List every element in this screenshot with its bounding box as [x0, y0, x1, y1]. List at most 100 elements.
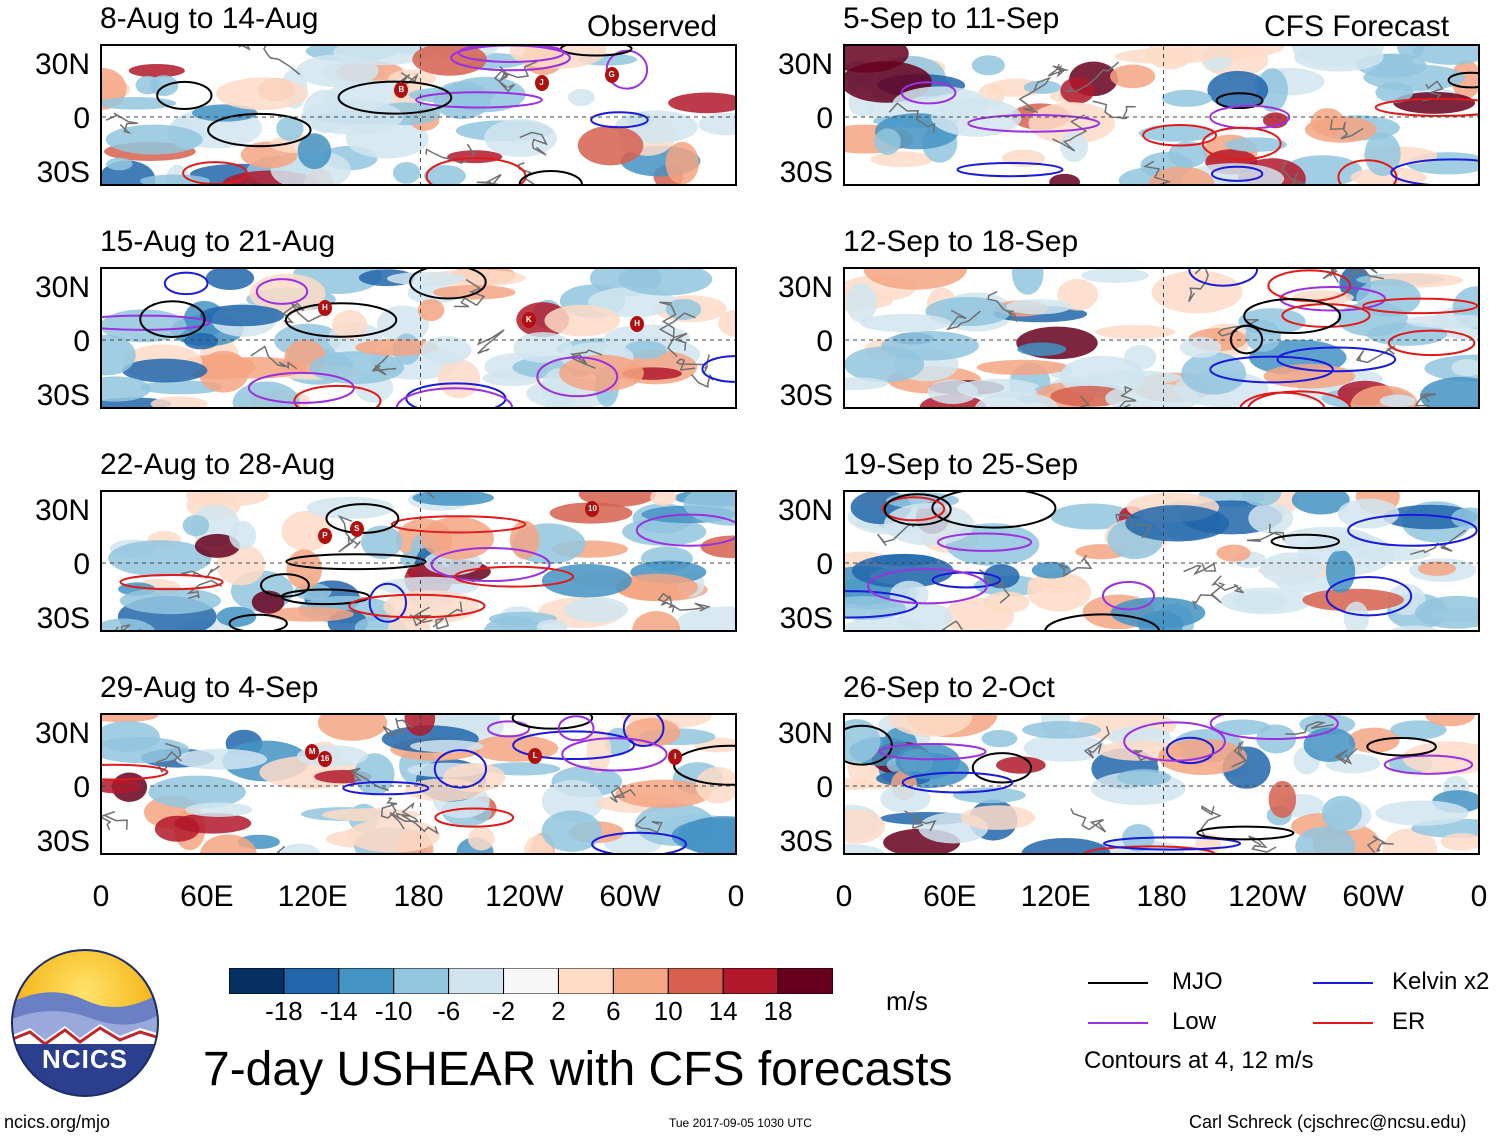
coastline	[1047, 63, 1068, 78]
panel-title: 12-Sep to 18-Sep	[843, 225, 1079, 258]
shear-anomaly-blob	[1364, 132, 1401, 177]
storm-marker: 16	[317, 750, 332, 767]
kelvin-contour	[1188, 269, 1259, 287]
shear-anomaly-blob	[1393, 91, 1475, 114]
ncics-logo: NCICS	[10, 948, 160, 1098]
kelvin-contour	[433, 749, 488, 789]
logo-text: NCICS	[42, 1044, 128, 1074]
er-legend-label: ER	[1392, 1008, 1426, 1035]
shear-anomaly-blob	[1419, 376, 1478, 407]
shear-anomaly-blob	[1387, 583, 1426, 616]
shear-anomaly-blob	[1294, 46, 1384, 72]
mjo-contour	[228, 613, 288, 630]
coastline	[609, 786, 636, 803]
footer-timestamp: Tue 2017-09-05 1030 UTC	[669, 1116, 812, 1130]
latitude-label: 30N	[777, 271, 833, 304]
er-contour	[1239, 391, 1326, 407]
shear-anomaly-blob	[1224, 137, 1287, 152]
shear-anomaly-blob	[417, 299, 445, 322]
map-panel	[843, 267, 1480, 409]
longitude-label: 0	[92, 880, 110, 913]
coastline	[425, 143, 477, 164]
shear-anomaly-blob	[376, 305, 429, 344]
shear-anomaly-blob	[1402, 741, 1478, 775]
shear-anomaly-blob	[412, 46, 487, 76]
shear-anomaly-blob	[412, 492, 494, 506]
panel-title: 5-Sep to 11-Sep	[843, 2, 1060, 35]
shear-anomaly-blob	[1350, 167, 1427, 184]
er-contour	[1083, 845, 1216, 853]
kelvin-contour	[590, 111, 649, 129]
coastline	[1070, 808, 1107, 833]
colorbar-tick-label: 2	[551, 996, 566, 1026]
shear-anomaly-blob	[276, 116, 304, 141]
shear-anomaly-blob	[577, 125, 644, 166]
er-legend-line	[1313, 1022, 1373, 1024]
coastline	[941, 620, 964, 630]
shear-anomaly-blob	[1263, 364, 1356, 389]
longitude-label: 0	[835, 880, 853, 913]
shear-anomaly-blob	[249, 273, 326, 314]
longitude-label: 0	[1470, 880, 1488, 913]
kelvin-contour	[1390, 158, 1478, 184]
er-contour	[1142, 124, 1217, 147]
shear-anomaly-blob	[1023, 734, 1107, 762]
shear-anomaly-blob	[205, 269, 255, 290]
storm-marker: M	[305, 743, 320, 760]
shear-anomaly-blob	[845, 843, 885, 853]
shear-anomaly-blob	[650, 492, 677, 506]
longitude-label: 60W	[1342, 880, 1404, 913]
longitude-label: 120E	[277, 880, 348, 913]
kelvin-contour	[163, 271, 209, 296]
low-contour	[937, 532, 1033, 552]
coastline	[115, 624, 142, 630]
coastline	[1057, 554, 1093, 578]
latitude-label: 30S	[36, 156, 90, 189]
shear-anomaly-blob	[665, 141, 699, 184]
mjo-contour	[511, 715, 594, 730]
longitude-label: 60W	[599, 880, 661, 913]
mjo-contour	[156, 80, 213, 110]
low-contour	[1383, 754, 1474, 775]
footer-url[interactable]: ncics.org/mjo	[4, 1112, 111, 1132]
shear-anomaly-blob	[102, 309, 187, 343]
longitude-label: 60E	[923, 880, 977, 913]
main-title: 7-day USHEAR with CFS forecasts	[203, 1043, 953, 1096]
shear-anomaly-blob	[1405, 314, 1478, 329]
shear-anomaly-blob	[1017, 342, 1067, 356]
shear-anomaly-blob	[1028, 102, 1115, 144]
shear-anomaly-blob	[996, 756, 1046, 774]
latitude-label: 30N	[34, 48, 90, 81]
coastline	[1064, 61, 1120, 93]
mjo-contour	[845, 724, 893, 766]
kelvin-contour	[845, 590, 918, 619]
kelvin-contour	[342, 780, 430, 796]
coastline	[1115, 513, 1153, 539]
shear-anomaly-blob	[1348, 727, 1400, 754]
kelvin-contour	[512, 730, 636, 761]
shear-anomaly-blob	[1375, 800, 1469, 826]
low-contour	[102, 314, 211, 331]
longitude-label: 120W	[485, 880, 564, 913]
coastline	[1246, 523, 1285, 543]
er-contour	[1247, 390, 1352, 407]
storm-marker: L	[528, 747, 543, 764]
latitude-label: 0	[73, 771, 90, 804]
shear-anomaly-blob	[1151, 270, 1243, 314]
shear-anomaly-blob	[1161, 89, 1212, 107]
shear-anomaly-blob	[154, 815, 200, 842]
storm-marker: H	[630, 315, 645, 332]
colorbar-swatch	[777, 967, 834, 995]
mjo-contour	[673, 744, 735, 786]
mjo-contour	[1215, 92, 1264, 110]
storm-marker: J	[534, 74, 549, 91]
shear-anomaly-blob	[185, 802, 253, 817]
shear-anomaly-blob	[1087, 370, 1182, 385]
mjo-contour	[518, 169, 583, 184]
mjo-contour	[1243, 298, 1342, 335]
shear-anomaly-blob	[1125, 505, 1230, 542]
mjo-contour	[1366, 736, 1437, 757]
shear-anomaly-blob	[974, 391, 1059, 407]
coastline	[1188, 269, 1209, 303]
coastline	[238, 46, 251, 51]
